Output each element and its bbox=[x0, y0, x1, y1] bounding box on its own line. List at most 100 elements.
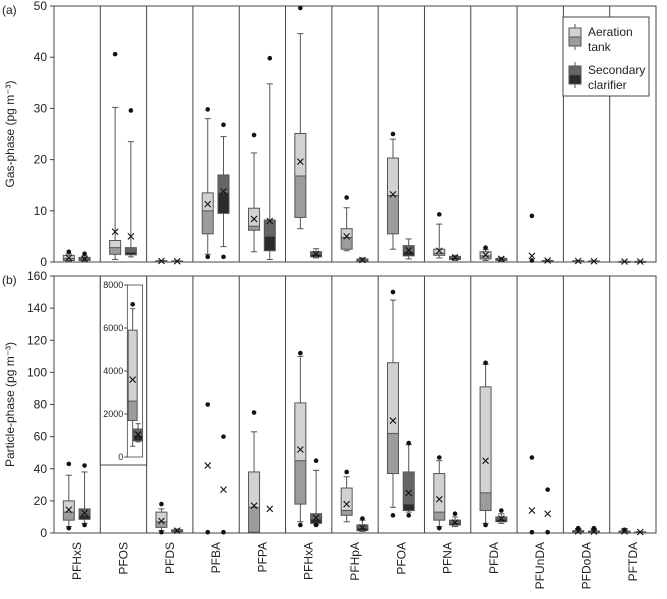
box-upper bbox=[341, 488, 353, 511]
box-outline bbox=[402, 471, 415, 512]
mean-marker bbox=[204, 462, 212, 469]
mean-marker bbox=[343, 500, 351, 508]
outlier-point bbox=[82, 463, 87, 468]
inset-y-tick-label: 2000 bbox=[103, 409, 123, 419]
y-tick-label: 0 bbox=[40, 255, 47, 269]
x-category-label: PFNA bbox=[441, 542, 455, 574]
outlier-point bbox=[622, 527, 627, 533]
box-lower bbox=[495, 519, 507, 522]
x-category-label: PFUnDA bbox=[533, 542, 547, 589]
x-category-label: PFDS bbox=[163, 542, 177, 574]
outlier-point bbox=[298, 350, 303, 356]
box-upper bbox=[109, 240, 121, 248]
outlier-point bbox=[313, 522, 319, 528]
mean-marker bbox=[574, 528, 582, 535]
box-upper bbox=[133, 429, 143, 436]
box-outline bbox=[294, 132, 307, 218]
mean-marker bbox=[405, 489, 413, 497]
y-tick-label: 160 bbox=[27, 269, 47, 283]
outlier-point bbox=[436, 212, 442, 217]
outlier-point bbox=[499, 508, 504, 513]
mean-marker bbox=[134, 431, 142, 438]
outlier-point bbox=[221, 434, 226, 439]
box-lower bbox=[310, 519, 322, 524]
mean-marker bbox=[482, 457, 489, 465]
box-upper bbox=[403, 471, 415, 505]
box-upper bbox=[63, 500, 75, 513]
mean-marker bbox=[158, 257, 165, 265]
box-upper bbox=[433, 473, 445, 513]
mean-marker bbox=[497, 255, 505, 263]
inset-y-tick-label: 0 bbox=[118, 452, 123, 462]
mean-marker bbox=[65, 506, 73, 514]
box-outline bbox=[124, 247, 137, 256]
outlier-point bbox=[128, 108, 134, 113]
mean-marker bbox=[127, 233, 135, 240]
box-outline bbox=[433, 473, 446, 521]
mean-marker bbox=[405, 246, 413, 254]
box-upper bbox=[128, 330, 138, 402]
legend-swatch-upper bbox=[568, 27, 582, 38]
box-lower bbox=[433, 512, 445, 521]
mean-marker bbox=[173, 527, 181, 534]
box-lower bbox=[387, 195, 399, 234]
box-lower bbox=[449, 523, 461, 525]
box-outline bbox=[479, 386, 492, 512]
box-upper bbox=[341, 228, 353, 238]
outlier-point bbox=[436, 525, 442, 531]
mean-marker bbox=[129, 376, 137, 383]
mean-marker bbox=[528, 252, 536, 260]
box-outline bbox=[155, 511, 168, 528]
mean-marker bbox=[111, 228, 119, 236]
mean-marker bbox=[451, 519, 459, 526]
outlier-point bbox=[344, 469, 349, 475]
x-category-label: PFOS bbox=[116, 542, 130, 575]
box-outline bbox=[78, 256, 91, 261]
box-outline bbox=[62, 500, 75, 521]
outlier-point bbox=[529, 455, 535, 460]
outlier-point bbox=[205, 107, 211, 112]
box-lower bbox=[264, 236, 276, 251]
mean-marker bbox=[296, 446, 304, 453]
panel-label: (b) bbox=[2, 273, 17, 287]
y-tick-label: 40 bbox=[34, 50, 48, 64]
box-outline bbox=[449, 519, 462, 526]
outlier-point bbox=[529, 529, 535, 535]
legend-label: Secondary bbox=[588, 63, 645, 77]
box-lower bbox=[128, 401, 138, 421]
outlier-point bbox=[390, 131, 396, 137]
y-axis-label: Gas-phase (pg m⁻³) bbox=[3, 80, 17, 187]
mean-marker bbox=[389, 191, 397, 198]
outlier-point bbox=[205, 402, 211, 407]
mean-marker bbox=[220, 486, 227, 494]
outlier-point bbox=[298, 522, 303, 528]
mean-marker bbox=[204, 200, 212, 208]
box-lower bbox=[495, 259, 507, 261]
legend-swatch-lower bbox=[568, 36, 582, 47]
box-lower bbox=[155, 521, 167, 528]
mean-marker bbox=[574, 257, 582, 265]
outlier-point bbox=[221, 122, 226, 128]
outlier-point bbox=[130, 302, 135, 307]
mean-marker bbox=[435, 247, 443, 255]
y-tick-label: 140 bbox=[27, 301, 47, 315]
outlier-point bbox=[575, 525, 581, 531]
outlier-point bbox=[205, 254, 211, 260]
mean-marker bbox=[296, 158, 304, 166]
y-tick-label: 50 bbox=[34, 0, 48, 13]
outlier-point bbox=[344, 195, 349, 200]
mean-marker bbox=[482, 251, 489, 259]
box-outline bbox=[402, 245, 415, 257]
x-category-label: PFTDA bbox=[626, 542, 640, 581]
box-upper bbox=[264, 220, 276, 237]
mean-marker bbox=[158, 517, 165, 525]
mean-marker bbox=[359, 256, 366, 264]
box-upper bbox=[155, 512, 167, 522]
mean-marker bbox=[65, 254, 73, 262]
box-outline bbox=[356, 258, 369, 262]
inset-y-tick-label: 6000 bbox=[103, 323, 123, 333]
mean-marker bbox=[81, 509, 88, 517]
legend-swatch-lower bbox=[568, 74, 582, 85]
mean-marker bbox=[497, 515, 505, 522]
